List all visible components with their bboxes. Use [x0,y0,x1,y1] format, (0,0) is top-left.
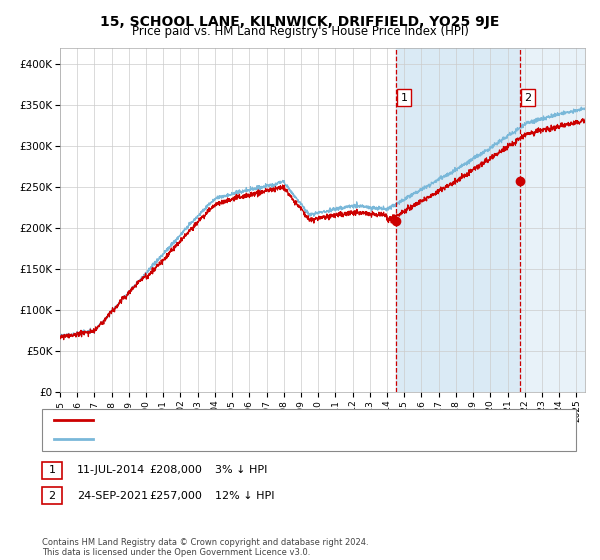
Text: 3% ↓ HPI: 3% ↓ HPI [215,465,267,475]
Text: 2: 2 [49,491,55,501]
Text: Contains HM Land Registry data © Crown copyright and database right 2024.
This d: Contains HM Land Registry data © Crown c… [42,538,368,557]
Text: £257,000: £257,000 [149,491,202,501]
Text: £208,000: £208,000 [149,465,202,475]
Text: 1: 1 [49,465,55,475]
Text: 15, SCHOOL LANE, KILNWICK, DRIFFIELD, YO25 9JE: 15, SCHOOL LANE, KILNWICK, DRIFFIELD, YO… [100,15,500,29]
Text: 11-JUL-2014: 11-JUL-2014 [77,465,145,475]
Text: 15, SCHOOL LANE, KILNWICK, DRIFFIELD, YO25 9JE (detached house): 15, SCHOOL LANE, KILNWICK, DRIFFIELD, YO… [99,415,438,425]
Bar [396,48,520,392]
Text: Price paid vs. HM Land Registry's House Price Index (HPI): Price paid vs. HM Land Registry's House … [131,25,469,38]
Text: 2: 2 [524,92,532,102]
Text: HPI: Average price, detached house, East Riding of Yorkshire: HPI: Average price, detached house, East… [99,435,395,445]
Text: 1: 1 [400,92,407,102]
Text: 12% ↓ HPI: 12% ↓ HPI [215,491,274,501]
Bar [520,48,585,392]
Bar [520,48,585,392]
Text: 24-SEP-2021: 24-SEP-2021 [77,491,148,501]
